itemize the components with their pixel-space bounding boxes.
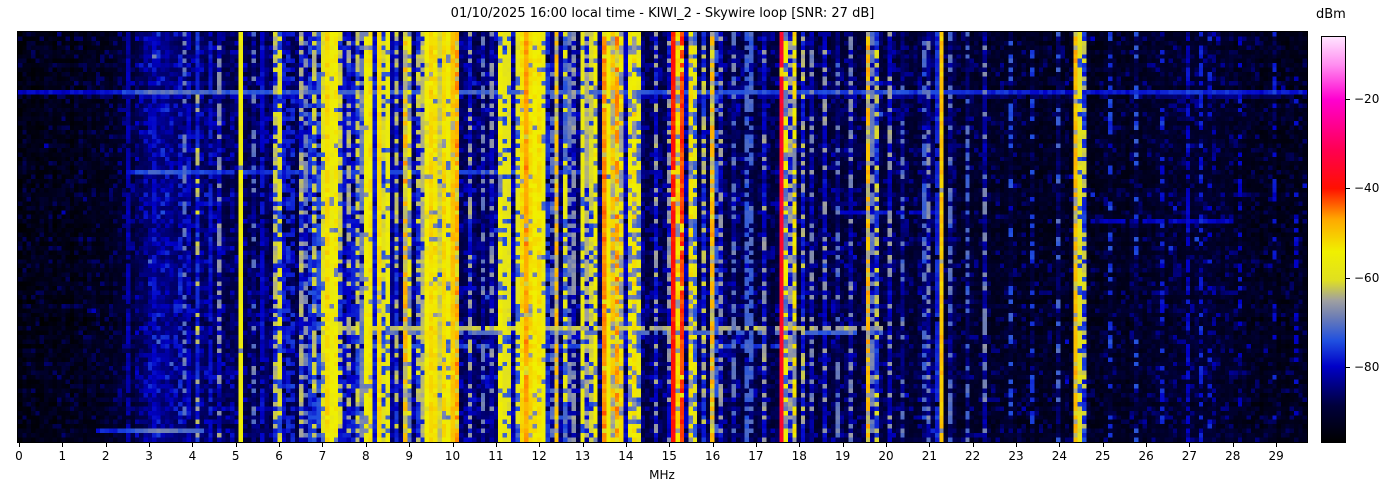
x-tick-label: 21 [921,449,937,463]
x-tick [886,443,887,447]
x-tick [799,443,801,447]
x-tick-label: 19 [835,449,851,463]
x-tick [582,443,584,447]
x-tick [842,443,844,447]
x-tick-label: 17 [748,449,764,463]
x-tick-label: 25 [1095,449,1111,463]
x-tick [62,443,64,447]
x-tick [1102,443,1104,447]
colorbar-tick-label: −80 [1354,359,1380,374]
x-tick-label: 3 [145,449,153,463]
x-tick-label: 11 [488,449,504,463]
plot-title: 01/10/2025 16:00 local time - KIWI_2 - S… [450,6,875,21]
x-tick-label: 9 [405,449,413,463]
colorbar-tick-label: −60 [1354,270,1380,285]
x-tick [712,443,714,447]
x-tick-label: 22 [965,449,981,463]
x-tick [105,443,107,447]
x-tick-label: 14 [618,449,634,463]
x-axis-label: MHz [649,468,675,482]
colorbar-tick-label: −40 [1354,181,1380,196]
x-tick-label: 6 [275,449,283,463]
x-tick-label: 27 [1181,449,1198,463]
x-tick-label: 8 [361,449,370,463]
x-tick [192,443,194,447]
x-tick [1189,443,1191,447]
x-tick-label: 0 [15,449,23,463]
colorbar-tick [1346,366,1350,368]
colorbar-unit-label: dBm [1316,7,1346,22]
x-tick-label: 5 [231,449,240,463]
spectrogram-plot-area [17,31,1308,443]
x-tick [409,443,411,447]
waterfall-canvas [18,32,1307,442]
x-tick [1276,443,1278,447]
x-tick [235,443,237,447]
x-tick [495,443,497,447]
x-tick-label: 15 [661,449,677,463]
x-tick [365,443,367,447]
x-tick [149,443,151,447]
x-tick [972,443,974,447]
x-tick-label: 29 [1268,449,1284,463]
x-tick-label: 2 [101,449,110,463]
x-tick [19,443,20,447]
x-tick [1059,443,1061,447]
x-tick [669,443,671,447]
x-tick-label: 13 [574,449,591,463]
x-tick [539,443,541,447]
x-tick [452,443,454,447]
colorbar-tick-label: −20 [1354,91,1380,106]
x-tick-label: 18 [791,449,807,463]
x-tick [755,443,757,447]
x-tick-label: 23 [1008,449,1024,463]
x-tick [322,443,324,447]
x-tick-label: 20 [878,449,894,463]
x-tick-label: 28 [1225,449,1241,463]
x-tick-label: 24 [1051,449,1068,463]
x-tick-label: 12 [531,449,547,463]
x-tick-label: 10 [444,449,461,463]
colorbar-tick [1346,277,1350,279]
x-tick-label: 1 [58,449,67,463]
x-tick-label: 7 [318,449,327,463]
colorbar [1321,36,1346,443]
colorbar-tick [1346,98,1350,100]
x-tick-label: 4 [188,449,197,463]
x-tick [1232,443,1234,447]
x-tick-label: 26 [1138,449,1154,463]
x-tick [1016,443,1018,447]
x-tick [1146,443,1148,447]
x-tick [929,443,931,447]
x-tick [625,443,627,447]
x-tick-label: 16 [704,449,721,463]
colorbar-tick [1346,188,1350,190]
x-tick [279,443,281,447]
